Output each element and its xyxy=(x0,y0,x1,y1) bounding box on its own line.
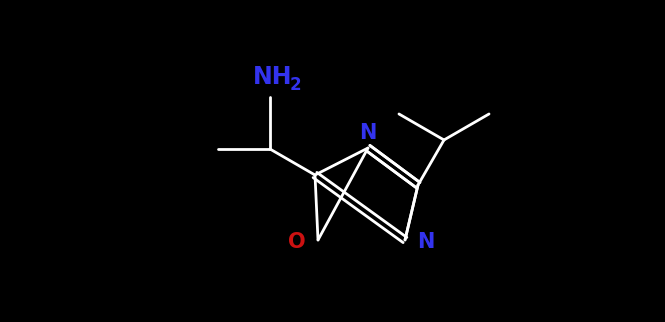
Text: NH: NH xyxy=(253,65,293,89)
Text: O: O xyxy=(289,232,306,252)
Text: N: N xyxy=(417,232,434,252)
Text: N: N xyxy=(359,123,376,143)
Text: 2: 2 xyxy=(289,76,301,94)
